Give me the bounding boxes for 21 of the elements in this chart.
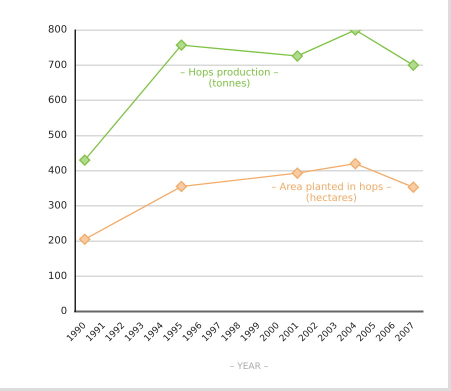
y-tick-label: 100 bbox=[48, 270, 68, 282]
y-tick-label: 700 bbox=[48, 60, 68, 71]
point bbox=[79, 154, 90, 166]
y-tick-label: 400 bbox=[48, 165, 68, 176]
y-tick-label: 200 bbox=[48, 236, 68, 247]
y-tick-label: 300 bbox=[48, 200, 68, 212]
series-label: – Hops production – (tonnes) bbox=[180, 68, 279, 90]
series-label: – Area planted in hops – (hectares) bbox=[271, 182, 392, 204]
point bbox=[176, 180, 188, 192]
point bbox=[408, 60, 419, 71]
y-tick-label: 0 bbox=[60, 306, 68, 317]
point bbox=[176, 39, 188, 51]
y-tick-label: 600 bbox=[48, 94, 68, 106]
point bbox=[350, 158, 361, 170]
x-axis-title: – YEAR – bbox=[230, 362, 269, 372]
y-tick-label: 800 bbox=[48, 24, 68, 36]
point bbox=[79, 234, 90, 245]
point bbox=[408, 182, 419, 193]
point bbox=[292, 167, 304, 179]
point bbox=[292, 50, 304, 62]
y-tick-label: 500 bbox=[48, 130, 68, 142]
